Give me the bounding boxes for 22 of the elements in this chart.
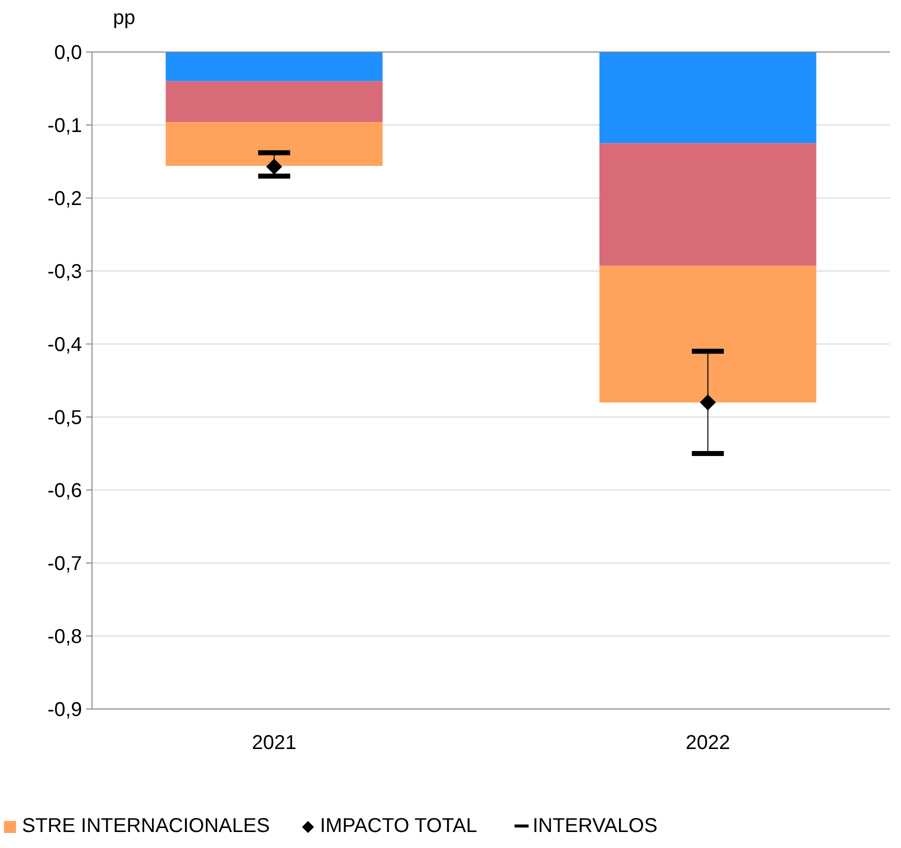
y-tick-label: -0,9 — [48, 699, 82, 721]
legend-label: IMPACTO TOTAL — [320, 815, 478, 837]
legend-label: STRE INTERNACIONALES — [22, 815, 270, 837]
y-tick-label: -0,4 — [48, 334, 82, 356]
y-tick-label: 0,0 — [54, 42, 82, 64]
y-tick-label: -0,2 — [48, 188, 82, 210]
bar — [166, 122, 383, 166]
y-axis-title: pp — [113, 7, 136, 29]
y-tick-label: -0,8 — [48, 626, 82, 648]
x-tick-label: 2022 — [686, 732, 730, 754]
y-tick-label: -0,3 — [48, 261, 82, 283]
bar — [599, 266, 816, 402]
y-tick-label: -0,6 — [48, 480, 82, 502]
bar — [166, 52, 383, 82]
y-tick-label: -0,1 — [48, 115, 82, 137]
y-tick-label: -0,7 — [48, 553, 82, 575]
bar — [166, 81, 383, 122]
text: INTERVALOS — [532, 815, 658, 837]
bar — [599, 143, 816, 266]
bar — [599, 52, 816, 144]
x-tick-label: 2021 — [252, 732, 296, 754]
y-tick-label: -0,5 — [48, 407, 82, 429]
